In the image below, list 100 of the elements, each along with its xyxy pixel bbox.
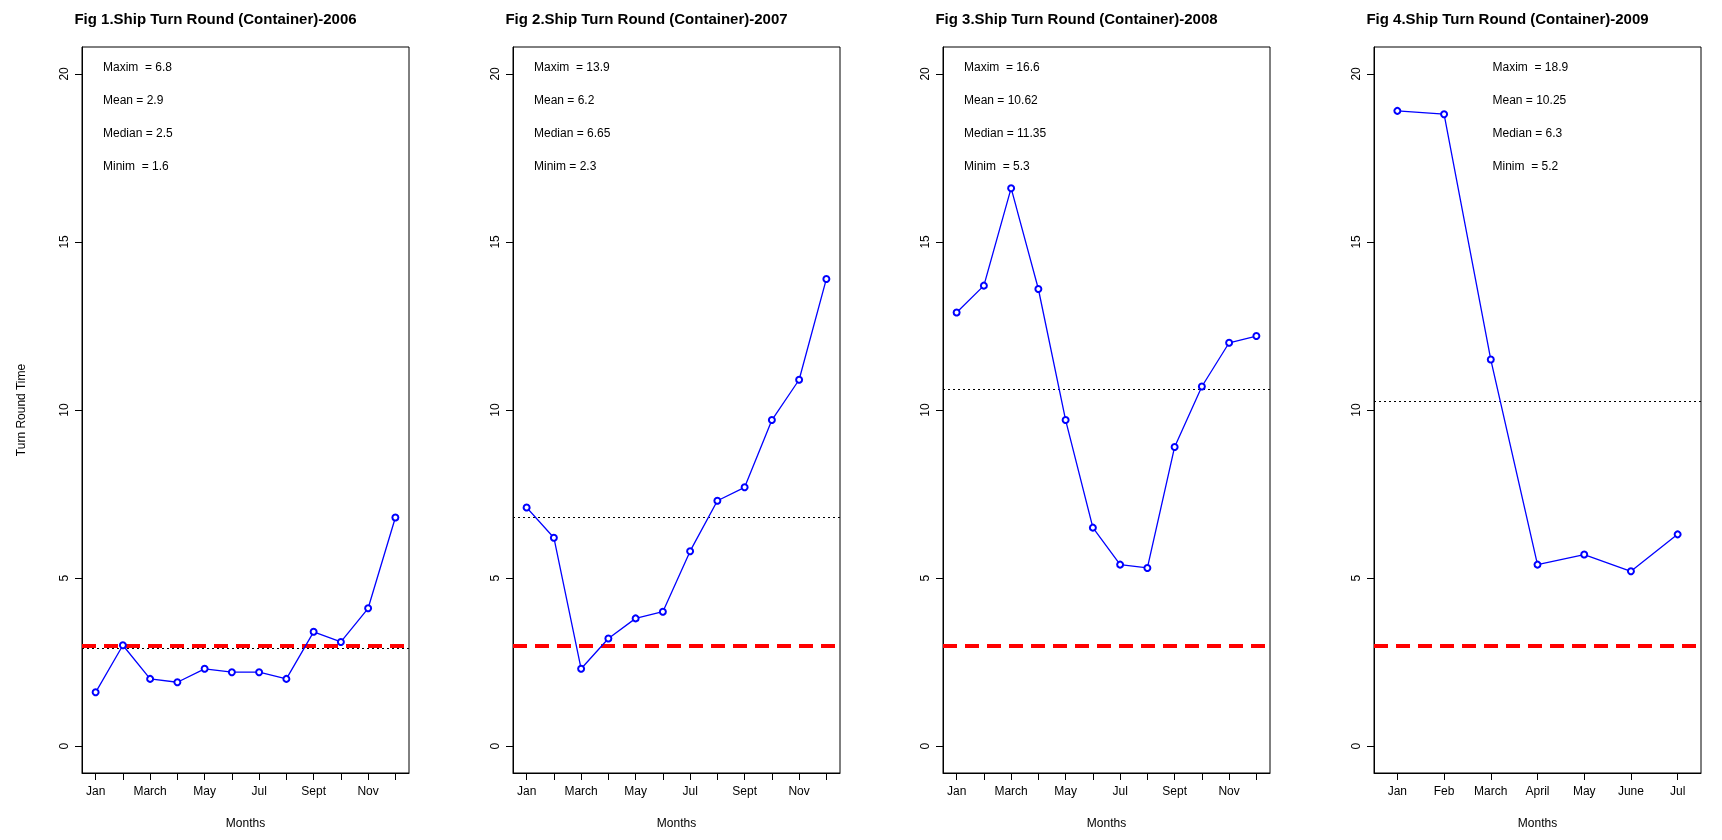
x-tick-label: March <box>994 784 1028 798</box>
x-axis-title: Months <box>656 816 696 830</box>
x-tick-label: June <box>1617 784 1644 798</box>
x-tick-label: Jul <box>681 784 698 798</box>
y-tick-label: 15 <box>1348 234 1363 249</box>
point <box>979 281 988 290</box>
y-tick-label: 0 <box>1348 742 1363 750</box>
y-axis-title: Turn Round Time <box>14 363 28 457</box>
point <box>1197 382 1206 391</box>
annotation: Maxim = 16.6 <box>964 60 1041 74</box>
annotation: Maxim = 13.9 <box>533 60 610 74</box>
point <box>1533 560 1541 569</box>
point <box>146 674 155 683</box>
y-tick-label: 10 <box>1348 403 1363 417</box>
point <box>1579 550 1588 559</box>
point <box>227 668 236 677</box>
x-axis-title: Months <box>1517 816 1557 830</box>
x-tick-label: Jul <box>1669 784 1685 798</box>
annotation: Median = 6.3 <box>1492 126 1563 140</box>
y-tick-label: 10 <box>487 403 502 417</box>
y-tick-label: 0 <box>487 742 502 750</box>
annotation: Maxim = 6.8 <box>103 60 173 74</box>
y-tick-label: 5 <box>918 574 932 582</box>
point <box>1225 338 1234 347</box>
x-tick-label: Jan <box>516 784 536 798</box>
x-tick-label: Jan <box>1387 784 1407 798</box>
annotation: Maxim = 18.9 <box>1492 60 1569 74</box>
chart-title: Fig 4.Ship Turn Round (Container)-2009 <box>1365 10 1649 27</box>
point <box>522 503 531 512</box>
point <box>821 274 830 283</box>
point <box>712 496 721 505</box>
y-tick-label: 15 <box>57 234 71 249</box>
chart-title: Fig 3.Ship Turn Round (Container)-2008 <box>935 10 1218 27</box>
y-tick-label: 5 <box>57 574 71 582</box>
x-tick-label: Feb <box>1433 784 1455 798</box>
annotation: Minim = 2.3 <box>533 159 597 173</box>
annotation: Minim = 5.3 <box>964 159 1031 173</box>
y-tick-label: 20 <box>918 66 932 81</box>
annotation: Mean = 10.25 <box>1492 93 1567 107</box>
annotation: Mean = 6.2 <box>533 93 595 107</box>
x-tick-label: Nov <box>357 784 379 798</box>
x-tick-label: Sept <box>731 784 758 798</box>
point <box>1673 530 1682 539</box>
y-tick-label: 10 <box>918 403 932 417</box>
y-tick-label: 0 <box>57 742 71 750</box>
y-tick-label: 15 <box>487 234 502 249</box>
x-tick-label: Nov <box>787 784 810 798</box>
point <box>1116 560 1125 569</box>
point <box>576 664 585 673</box>
point <box>658 607 667 616</box>
annotation: Minim = 5.2 <box>1492 159 1559 173</box>
point <box>1439 110 1448 119</box>
point <box>282 674 291 683</box>
x-tick-label: Jan <box>946 784 967 798</box>
annotation: Minim = 1.6 <box>103 159 170 173</box>
point <box>740 483 749 492</box>
x-tick-label: March <box>563 784 598 798</box>
x-tick-label: Nov <box>1218 784 1240 798</box>
point <box>309 627 318 636</box>
point <box>200 664 209 673</box>
x-tick-label: May <box>623 784 647 798</box>
point <box>603 634 612 643</box>
point <box>767 416 776 425</box>
point <box>1034 285 1043 293</box>
point <box>952 308 961 317</box>
x-tick-label: March <box>1473 784 1507 798</box>
point <box>685 547 694 556</box>
annotation: Median = 6.65 <box>533 126 611 140</box>
point <box>794 375 803 384</box>
x-tick-label: Sept <box>1162 784 1188 798</box>
point <box>1392 106 1401 115</box>
chart-title: Fig 1.Ship Turn Round (Container)-2006 <box>74 10 357 27</box>
y-tick-label: 20 <box>487 66 502 81</box>
point <box>1143 563 1152 572</box>
point <box>91 688 100 697</box>
point <box>255 668 264 677</box>
annotation: Median = 11.35 <box>964 126 1047 140</box>
x-tick-label: Jan <box>85 784 106 798</box>
y-tick-label: 10 <box>57 403 71 417</box>
point <box>364 604 373 613</box>
x-tick-label: May <box>1054 784 1077 798</box>
y-tick-label: 5 <box>487 574 502 582</box>
point <box>1088 523 1097 532</box>
annotation: Mean = 10.62 <box>964 93 1039 107</box>
y-tick-label: 0 <box>918 742 932 750</box>
point <box>118 641 127 650</box>
chart-title: Fig 2.Ship Turn Round (Container)-2007 <box>504 10 788 27</box>
x-tick-label: Jul <box>251 784 267 798</box>
y-tick-label: 15 <box>918 234 932 249</box>
y-tick-label: 20 <box>1348 66 1363 81</box>
point <box>1170 442 1179 451</box>
x-tick-label: March <box>133 784 167 798</box>
annotation: Median = 2.5 <box>103 126 174 140</box>
x-tick-label: April <box>1524 784 1550 798</box>
x-axis-title: Months <box>1086 816 1127 830</box>
point <box>1061 416 1070 425</box>
point <box>631 614 640 623</box>
point <box>549 533 558 542</box>
x-axis-title: Months <box>225 816 266 830</box>
y-tick-label: 5 <box>1348 574 1363 582</box>
